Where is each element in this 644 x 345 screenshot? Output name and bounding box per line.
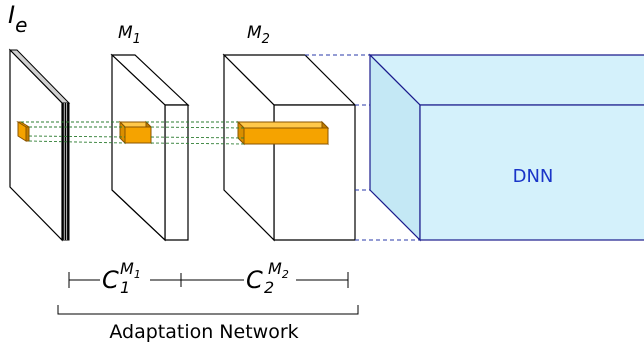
input-label-sub: e <box>15 13 27 37</box>
c1-sub: 1 <box>120 278 130 297</box>
kernel-front <box>243 127 329 145</box>
layer-m1 <box>110 53 190 242</box>
c1-main: C <box>102 266 119 294</box>
dnn-block: DNN <box>368 53 644 242</box>
m2-label-sub: 2 <box>262 32 270 47</box>
m2-label-main: M <box>247 23 262 43</box>
input-image <box>8 48 71 242</box>
m1-label-sub: 1 <box>133 32 141 47</box>
m2-kernel <box>236 120 330 146</box>
c2-sub: 2 <box>264 278 274 297</box>
c2-sup-main: M <box>268 259 282 278</box>
complexity-bracket <box>68 272 349 288</box>
c2-label: C2M2 <box>246 259 289 297</box>
input-image-front <box>9 48 63 242</box>
input-image-label: Ie <box>8 1 27 37</box>
adaptation-network-brace <box>57 305 359 315</box>
c2-main: C <box>246 266 263 294</box>
dnn-front <box>419 104 644 241</box>
receptive-field-connectors <box>21 121 245 145</box>
layer-m2 <box>222 53 357 242</box>
m1-label-main: M <box>118 23 133 43</box>
input-image-depth <box>61 102 70 241</box>
dnn-label: DNN <box>513 166 554 187</box>
kernel-front <box>17 121 27 142</box>
m1-label: M1 <box>118 23 141 47</box>
kernel-front <box>124 126 152 144</box>
m2-label: M2 <box>247 23 270 47</box>
c1-sup-sub: 1 <box>134 268 141 281</box>
c1-sup-main: M <box>120 259 134 278</box>
input-label-main: I <box>8 1 15 29</box>
m2-front <box>223 53 275 242</box>
adaptation-network-label: Adaptation Network <box>109 321 298 343</box>
c2-sup-sub: 2 <box>282 268 289 281</box>
m2-to-dnn-connectors <box>305 54 420 241</box>
m1-depth <box>164 104 189 241</box>
c1-label: C1M1 <box>102 259 141 297</box>
m1-kernel <box>118 120 153 145</box>
kernel-top <box>236 121 330 129</box>
